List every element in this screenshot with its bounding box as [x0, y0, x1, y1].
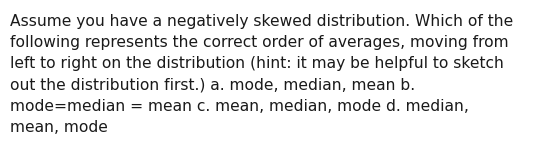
Text: Assume you have a negatively skewed distribution. Which of the
following represe: Assume you have a negatively skewed dist… — [10, 14, 513, 135]
